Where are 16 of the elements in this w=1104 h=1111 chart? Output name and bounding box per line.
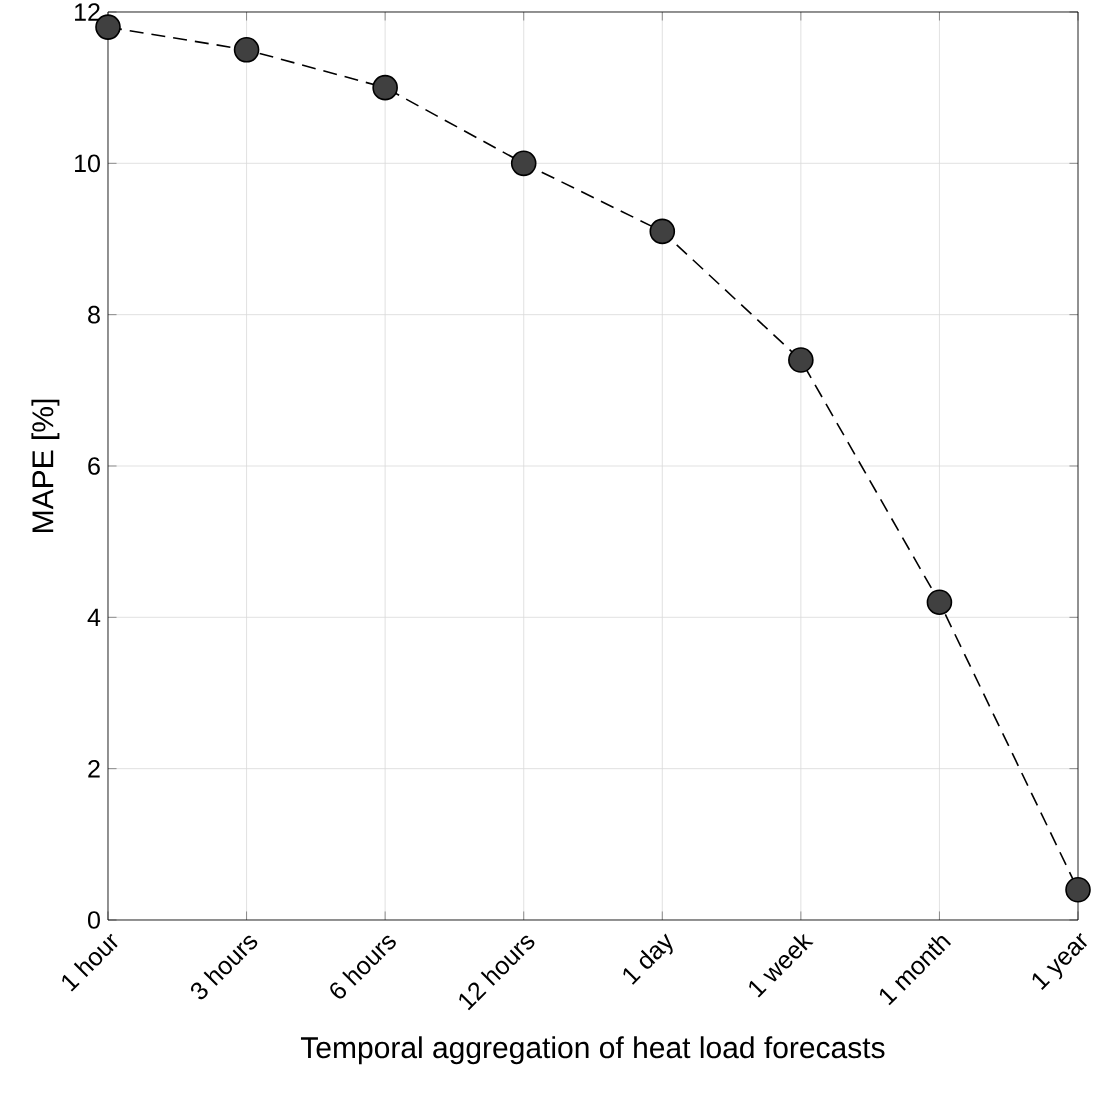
point xyxy=(233,37,260,63)
point xyxy=(510,150,537,177)
y-tick-label: 2 xyxy=(88,759,100,778)
y-tick-label: 6 xyxy=(88,457,100,475)
y-axis-title: MAPE [%] xyxy=(31,399,60,532)
x-axis-title: Temporal aggregation of heat load forecasts xyxy=(300,1036,885,1065)
y-tick-label: 8 xyxy=(88,305,100,324)
x-tick-label: 1 day xyxy=(623,933,673,985)
y-tick-label: 10 xyxy=(75,154,100,173)
point xyxy=(926,589,953,615)
y-tick-label: 12 xyxy=(75,3,100,21)
point xyxy=(372,74,398,101)
point xyxy=(649,218,676,245)
y-tick-label: 0 xyxy=(88,911,100,929)
y-tick-label: 4 xyxy=(87,608,101,626)
point xyxy=(788,347,814,373)
